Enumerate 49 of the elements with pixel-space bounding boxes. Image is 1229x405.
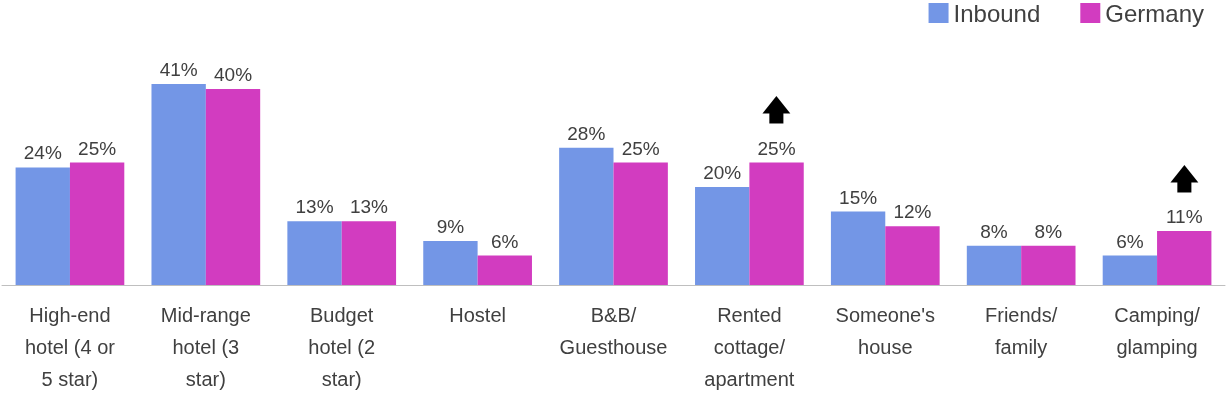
bar [885, 226, 940, 285]
data-label: 28% [567, 122, 606, 144]
data-label: 13% [295, 196, 334, 218]
bar [341, 221, 397, 285]
bar [613, 162, 668, 285]
x-tick-label: Someone's house [835, 304, 935, 358]
bar [695, 187, 750, 285]
data-label: 8% [1034, 220, 1063, 242]
bar [205, 89, 261, 285]
x-tick-label: Rented cottage/ apartment [704, 304, 795, 390]
bar [15, 167, 70, 285]
x-tick-label: Budget hotel (2 star) [308, 304, 376, 390]
data-label: 25% [621, 137, 660, 159]
data-label: 15% [839, 186, 878, 208]
legend-label: Inbound [953, 0, 1041, 27]
data-label: 40% [214, 64, 253, 85]
annotation: 🡅 [762, 94, 792, 127]
x-tick-label: Mid-range hotel (3 star) [160, 304, 251, 390]
x-tick-label: Camping/ glamping [1114, 304, 1201, 358]
x-tick-label: Friends/ family [985, 304, 1058, 358]
bar [423, 240, 478, 285]
data-label: 8% [980, 220, 1008, 242]
bar [749, 162, 804, 285]
data-label: 6% [491, 230, 519, 252]
data-label: 24% [23, 142, 62, 164]
bar [477, 255, 532, 285]
data-label: 25% [78, 137, 117, 159]
data-label: 20% [703, 162, 742, 183]
bar [1021, 245, 1076, 285]
data-label: 13% [349, 196, 389, 218]
bar [966, 245, 1022, 285]
x-tick-label: B&B/ Guesthouse [559, 304, 668, 358]
x-tick-label: High-end hotel (4 or 5 star) [24, 304, 116, 390]
x-tick-label: Hostel [449, 304, 506, 326]
bar [69, 162, 125, 285]
data-label: 12% [893, 201, 932, 223]
data-label: 9% [436, 215, 465, 237]
bar [151, 84, 206, 285]
legend-label: Germany [1105, 0, 1205, 27]
bar [1157, 231, 1212, 285]
bar [830, 211, 886, 285]
data-label: 41% [159, 59, 198, 81]
annotation: 🡅 [1169, 162, 1199, 196]
data-label: 6% [1116, 230, 1144, 252]
data-label: 11% [1165, 206, 1203, 228]
data-label: 25% [757, 137, 796, 159]
bar [1102, 255, 1158, 285]
bar [559, 147, 614, 285]
bar [287, 221, 342, 285]
